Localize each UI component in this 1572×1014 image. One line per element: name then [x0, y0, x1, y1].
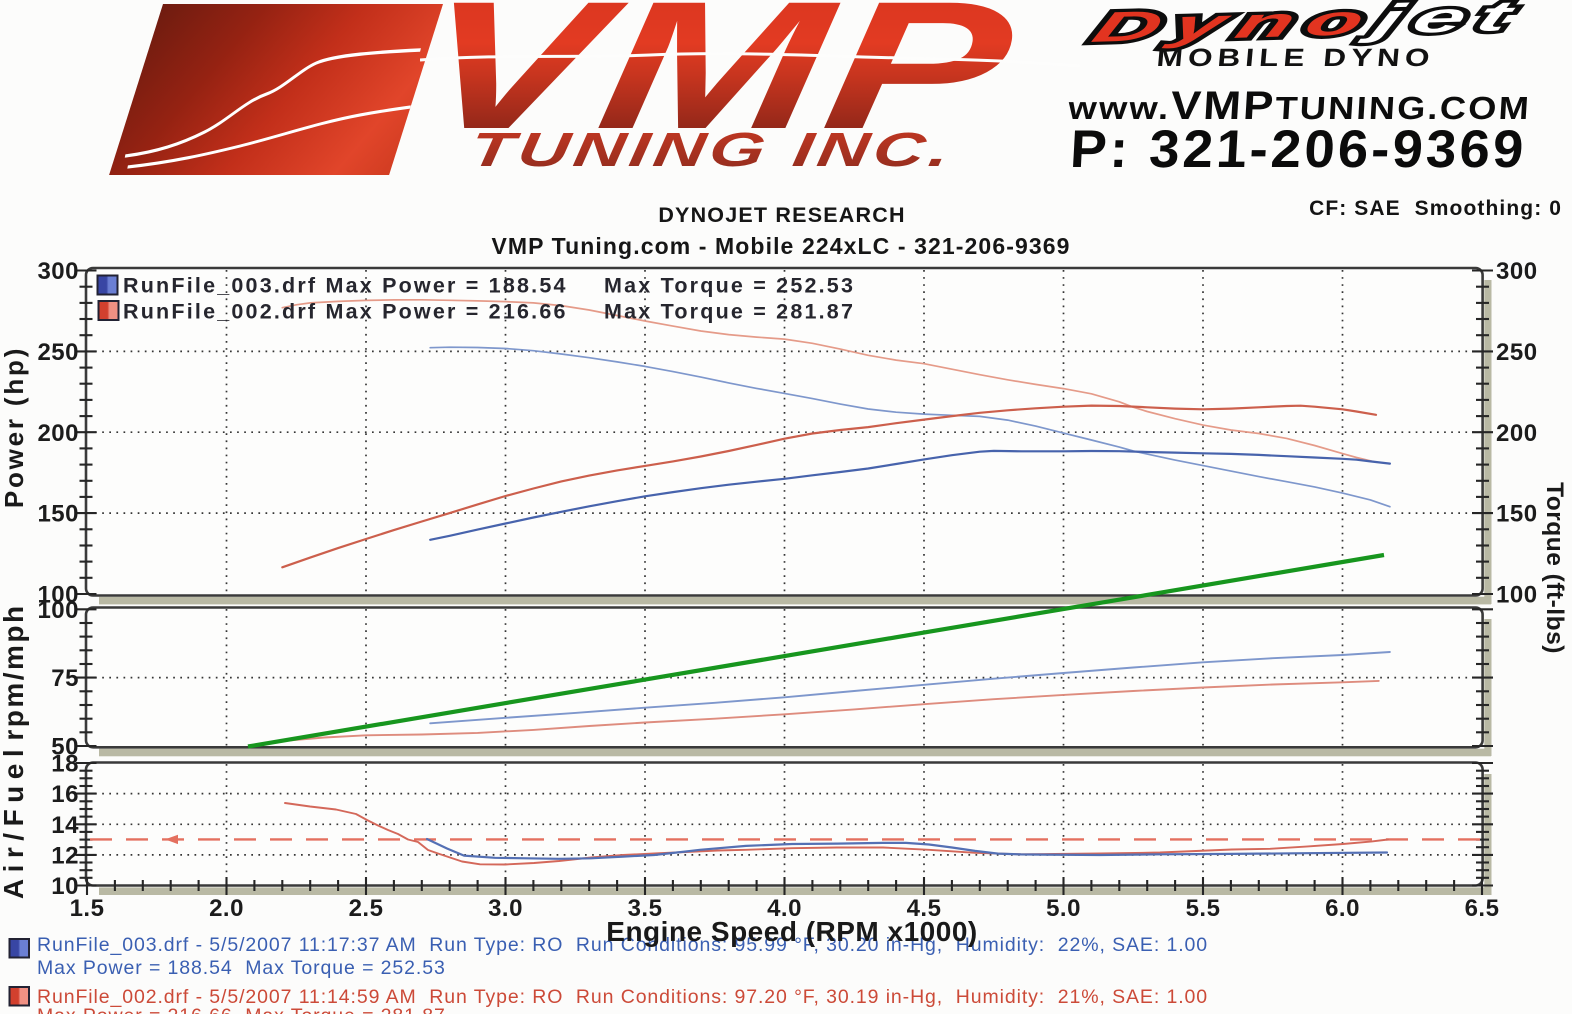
- svg-text:300: 300: [37, 258, 79, 285]
- svg-text:6.0: 6.0: [1325, 895, 1360, 922]
- svg-text:RunFile_002.drf Max Power = 21: RunFile_002.drf Max Power = 216.66: [123, 300, 568, 324]
- svg-text:2.0: 2.0: [209, 895, 244, 922]
- svg-text:100: 100: [37, 582, 79, 609]
- svg-text:14: 14: [51, 812, 79, 839]
- svg-text:75: 75: [51, 665, 79, 692]
- svg-text:150: 150: [1496, 501, 1538, 528]
- svg-text:Max Torque = 252.53: Max Torque = 252.53: [604, 274, 855, 298]
- svg-text:1.5: 1.5: [70, 895, 105, 922]
- svg-text:6.5: 6.5: [1465, 895, 1500, 922]
- svg-text:200: 200: [37, 420, 79, 447]
- svg-text:3.0: 3.0: [488, 895, 523, 922]
- svg-text:16: 16: [51, 781, 79, 808]
- svg-text:RunFile_002.drf - 5/5/2007 11:: RunFile_002.drf - 5/5/2007 11:14:59 AM R…: [37, 986, 1208, 1008]
- svg-text:4.0: 4.0: [767, 895, 802, 922]
- svg-text:100: 100: [37, 597, 79, 624]
- svg-text:Power (hp): Power (hp): [0, 346, 29, 508]
- svg-text:300: 300: [1496, 258, 1538, 285]
- svg-text:Torque (ft-lbs): Torque (ft-lbs): [1541, 482, 1568, 654]
- svg-text:rpm/mph: rpm/mph: [0, 603, 29, 740]
- svg-text:Max Power = 216.66 Max Torque: Max Power = 216.66 Max Torque = 281.87: [37, 1005, 446, 1014]
- svg-text:RunFile_003.drf - 5/5/2007 11:: RunFile_003.drf - 5/5/2007 11:17:37 AM R…: [37, 934, 1208, 956]
- svg-text:100: 100: [1496, 582, 1538, 609]
- svg-text:12: 12: [51, 842, 79, 869]
- svg-text:4.5: 4.5: [907, 895, 942, 922]
- svg-text:3.5: 3.5: [628, 895, 663, 922]
- svg-text:250: 250: [37, 339, 79, 366]
- svg-text:Max Torque = 281.87: Max Torque = 281.87: [604, 300, 855, 324]
- svg-text:200: 200: [1496, 420, 1538, 447]
- svg-text:50: 50: [51, 734, 79, 761]
- svg-text:RunFile_003.drf Max Power = 18: RunFile_003.drf Max Power = 188.54: [123, 274, 568, 298]
- svg-text:150: 150: [37, 501, 79, 528]
- svg-text:2.5: 2.5: [349, 895, 384, 922]
- svg-text:10: 10: [51, 873, 79, 900]
- svg-text:18: 18: [51, 751, 79, 778]
- svg-text:5.5: 5.5: [1186, 895, 1221, 922]
- svg-text:Engine Speed (RPM x1000): Engine Speed (RPM x1000): [606, 916, 977, 947]
- svg-text:Max Power = 188.54 Max Torque: Max Power = 188.54 Max Torque = 252.53: [37, 957, 446, 979]
- svg-text:Air/Fuel: Air/Fuel: [0, 743, 29, 899]
- svg-text:5.0: 5.0: [1046, 895, 1081, 922]
- svg-text:250: 250: [1496, 339, 1538, 366]
